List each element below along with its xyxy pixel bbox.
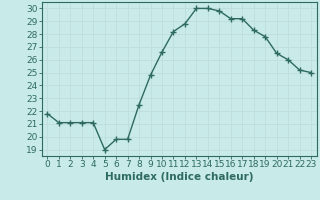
X-axis label: Humidex (Indice chaleur): Humidex (Indice chaleur) [105,172,253,182]
